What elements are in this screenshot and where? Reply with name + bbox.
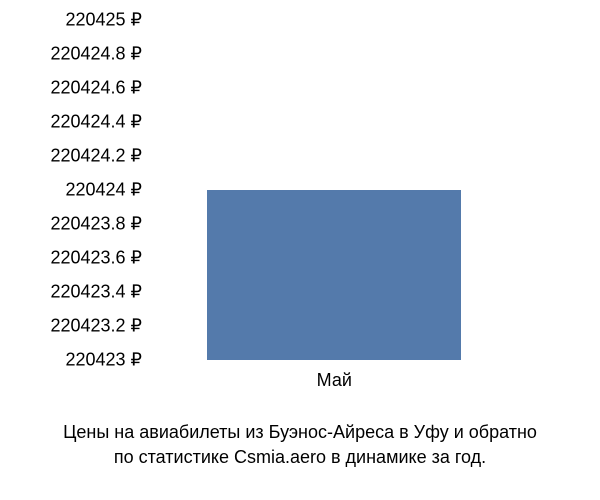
y-tick: 220424.8 ₽ [50,44,142,65]
y-tick: 220423.2 ₽ [50,316,142,337]
bar-may [207,190,461,360]
y-tick: 220424.6 ₽ [50,78,142,99]
y-tick: 220424 ₽ [65,180,142,201]
y-tick: 220423 ₽ [65,350,142,371]
y-tick: 220423.8 ₽ [50,214,142,235]
plot-area: Май [158,20,568,360]
y-tick: 220423.4 ₽ [50,282,142,303]
x-tick-may: Май [317,370,352,391]
y-tick: 220424.4 ₽ [50,112,142,133]
subtitle-line2: по статистике Csmia.aero в динамике за г… [114,447,486,467]
chart-subtitle: Цены на авиабилеты из Буэнос-Айреса в Уф… [0,420,600,470]
y-tick: 220424.2 ₽ [50,146,142,167]
y-axis: 220425 ₽ 220424.8 ₽ 220424.6 ₽ 220424.4 … [20,20,150,360]
subtitle-line1: Цены на авиабилеты из Буэнос-Айреса в Уф… [63,422,537,442]
y-tick: 220425 ₽ [65,10,142,31]
chart-container: 220425 ₽ 220424.8 ₽ 220424.6 ₽ 220424.4 … [20,20,580,400]
y-tick: 220423.6 ₽ [50,248,142,269]
